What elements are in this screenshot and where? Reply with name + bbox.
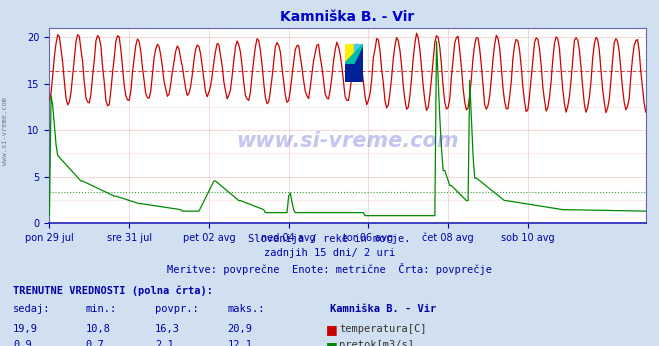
Text: TRENUTNE VREDNOSTI (polna črta):: TRENUTNE VREDNOSTI (polna črta): — [13, 285, 213, 296]
Text: www.si-vreme.com: www.si-vreme.com — [2, 98, 9, 165]
Text: 0,9: 0,9 — [13, 340, 32, 346]
Text: maks.:: maks.: — [227, 304, 265, 315]
Text: Meritve: povprečne  Enote: metrične  Črta: povprečje: Meritve: povprečne Enote: metrične Črta:… — [167, 263, 492, 275]
Text: ■: ■ — [326, 340, 338, 346]
Text: 2,1: 2,1 — [155, 340, 173, 346]
Text: min.:: min.: — [86, 304, 117, 315]
Text: 12,1: 12,1 — [227, 340, 252, 346]
Text: 16,3: 16,3 — [155, 324, 180, 334]
Text: Kamniška B. - Vir: Kamniška B. - Vir — [330, 304, 436, 315]
Text: pretok[m3/s]: pretok[m3/s] — [339, 340, 415, 346]
Text: 19,9: 19,9 — [13, 324, 38, 334]
Text: zadnjih 15 dni/ 2 uri: zadnjih 15 dni/ 2 uri — [264, 248, 395, 258]
Text: Slovenija / reke in morje.: Slovenija / reke in morje. — [248, 234, 411, 244]
Bar — [354, 44, 363, 63]
Text: sedaj:: sedaj: — [13, 304, 51, 315]
Text: 0,7: 0,7 — [86, 340, 104, 346]
Text: temperatura[C]: temperatura[C] — [339, 324, 427, 334]
Text: ■: ■ — [326, 324, 338, 337]
Title: Kamniška B. - Vir: Kamniška B. - Vir — [281, 10, 415, 24]
Text: 20,9: 20,9 — [227, 324, 252, 334]
Polygon shape — [345, 44, 363, 82]
Polygon shape — [345, 44, 363, 63]
Text: povpr.:: povpr.: — [155, 304, 198, 315]
Text: www.si-vreme.com: www.si-vreme.com — [237, 131, 459, 151]
Text: 10,8: 10,8 — [86, 324, 111, 334]
Bar — [345, 44, 354, 63]
